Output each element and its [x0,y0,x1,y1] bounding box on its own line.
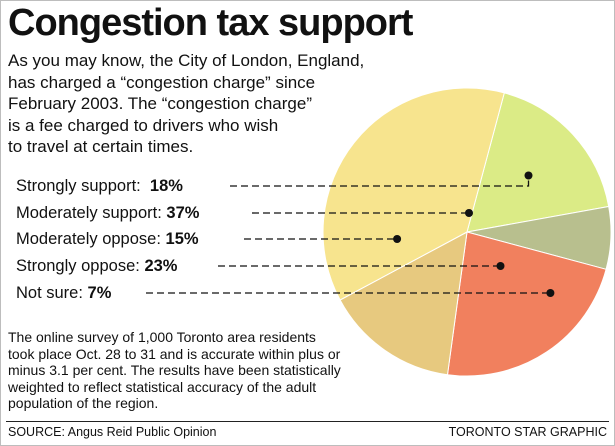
footnote-line: weighted to reflect statistical accuracy… [8,378,317,395]
leader-dot-strongly-oppose [496,262,505,270]
chart-title: Congestion tax support [8,2,413,44]
survey-footnote: The online survey of 1,000 Toronto area … [8,329,388,412]
legend-value: 37% [166,204,200,222]
legend-value: 15% [165,230,199,248]
legend-label: Strongly oppose: [16,257,140,275]
footnote-line: took place Oct. 28 to 31 and is accurate… [8,345,341,362]
leader-dot-moderately-oppose [393,235,402,243]
intro-line: to travel at certain times. [8,137,194,156]
legend-entry-strongly-support: Strongly support: 18% [16,176,183,196]
intro-line: As you may know, the City of London, Eng… [8,51,365,70]
footnote-line: population of the region. [8,395,159,412]
legend-entry-not-sure: Not sure: 7% [16,283,111,303]
pie-slice-moderately-support [322,87,505,301]
legend-value: 18% [149,177,183,195]
pie-slice-strongly-support [466,92,610,233]
legend-entry-moderately-support: Moderately support: 37% [16,203,199,223]
legend-value: 23% [144,257,178,275]
leader-dot-moderately-support [465,209,473,217]
legend-value: 7% [87,284,112,302]
leader-dot-not-sure [546,289,555,297]
footnote-line: minus 3.1 per cent. The results have bee… [8,362,341,379]
pie-slice-strongly-oppose [446,231,607,377]
legend-label: Not sure: [16,284,83,302]
intro-line: has charged a “congestion charge” since [8,72,316,92]
intro-text: As you may know, the City of London, Eng… [8,50,388,158]
pie-slice-moderately-oppose [339,231,468,376]
footnote-line: The online survey of 1,000 Toronto area … [8,329,316,345]
intro-line: is a fee charged to drivers who wish [8,115,279,135]
divider [6,421,609,422]
legend-label: Strongly support: [16,177,141,195]
legend-label: Moderately oppose: [16,230,161,248]
graphic-credit: TORONTO STAR GRAPHIC [448,425,607,439]
legend-entry-moderately-oppose: Moderately oppose: 15% [16,229,199,249]
source-credit: SOURCE: Angus Reid Public Opinion [8,425,217,439]
intro-line: February 2003. The “congestion charge” [8,94,312,113]
legend-entry-strongly-oppose: Strongly oppose: 23% [16,256,177,276]
legend-label: Moderately support: [16,204,162,222]
leader-dot-strongly-support [524,171,533,180]
leader-line-strongly-support [230,175,530,187]
